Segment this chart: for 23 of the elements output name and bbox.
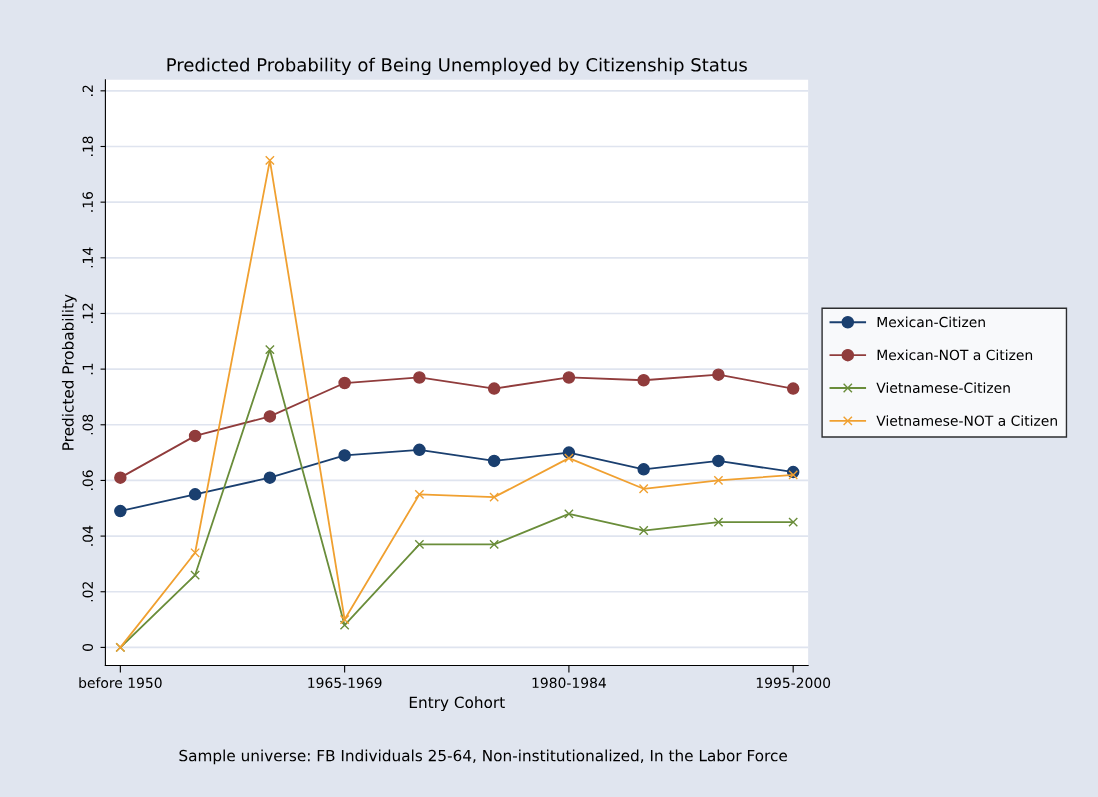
x-axis-title: Entry Cohort — [409, 696, 505, 712]
legend-label: Vietnamese-NOT a Citizen — [876, 415, 1057, 426]
y-tick-label: .2 — [82, 85, 93, 96]
y-tick-label: .18 — [82, 136, 93, 157]
legend-label: Vietnamese-Citizen — [876, 382, 1010, 394]
y-tick-label: .08 — [82, 414, 93, 435]
x-tick-label: 1980-1984 — [532, 677, 606, 689]
y-tick-label: 0 — [82, 643, 93, 651]
y-tick-label: .1 — [82, 363, 93, 375]
legend-label: Mexican-Citizen — [877, 316, 985, 328]
y-tick-label: .14 — [82, 247, 93, 268]
y-axis-title: Predicted Probability — [61, 294, 77, 450]
text: Sample universe: FB Individuals 25-64, Non-institutionalized, In the Labor Force — [179, 749, 787, 765]
y-tick-label: .02 — [82, 582, 93, 602]
x-tick-label: 1995-2000 — [756, 677, 831, 689]
legend-label: Mexican-NOT a Citizen — [877, 349, 1033, 361]
chart-title: Predicted Probability of Being Unemployed by Citizenship Status — [167, 57, 747, 76]
y-tick-label: .16 — [82, 191, 93, 212]
x-tick-label: before 1950 — [79, 677, 162, 689]
x-tick-label: 1965-1969 — [308, 677, 382, 689]
y-tick-label: .12 — [82, 303, 93, 324]
y-tick-label: .06 — [82, 470, 93, 490]
y-tick-label: .04 — [82, 525, 93, 546]
